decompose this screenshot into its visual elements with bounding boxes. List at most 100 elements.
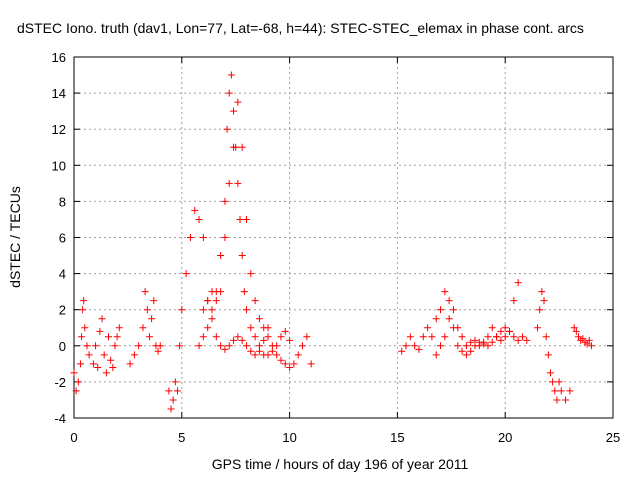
data-point <box>223 125 231 133</box>
data-point <box>208 288 216 296</box>
y-tick-label: 16 <box>52 50 66 65</box>
data-point <box>286 336 294 344</box>
data-point <box>419 333 427 341</box>
axis-ticks: 0 5 10 15 20 25 -4 -2 0 2 4 6 8 10 12 14 16 <box>52 50 621 445</box>
data-point <box>109 363 117 371</box>
data-point <box>195 342 203 350</box>
data-point <box>462 342 470 350</box>
data-point <box>488 338 496 346</box>
data-point <box>281 327 289 335</box>
data-point <box>510 333 518 341</box>
data-point <box>96 327 104 335</box>
data-point <box>583 340 591 348</box>
data-point <box>199 234 207 241</box>
data-point <box>113 333 121 341</box>
data-point <box>102 369 110 377</box>
x-tick-label: 10 <box>282 430 296 445</box>
data-point <box>518 333 526 341</box>
data-point <box>70 369 78 377</box>
data-point <box>115 324 123 332</box>
data-point <box>178 306 186 314</box>
data-point <box>286 363 294 371</box>
data-point <box>212 297 220 305</box>
data-point <box>191 206 199 214</box>
data-point <box>268 342 276 350</box>
y-tick-label: 10 <box>52 158 66 173</box>
series-arc-j <box>570 324 595 350</box>
data-point <box>176 342 184 350</box>
data-point <box>230 107 238 115</box>
y-tick-label: 0 <box>59 339 66 354</box>
series-arc-h <box>432 315 522 359</box>
data-point <box>501 324 509 332</box>
data-point <box>432 315 440 323</box>
data-point <box>575 333 583 341</box>
y-tick-label: -4 <box>54 411 66 426</box>
y-tick-label: 4 <box>59 267 66 282</box>
x-tick-label: 15 <box>390 430 404 445</box>
data-point <box>154 347 162 355</box>
data-point <box>540 297 548 305</box>
data-point <box>81 324 89 332</box>
data-point <box>150 297 158 305</box>
data-point <box>182 270 190 278</box>
x-tick-label: 25 <box>606 430 620 445</box>
data-point <box>195 215 203 223</box>
data-point <box>501 333 509 341</box>
y-tick-label: 12 <box>52 122 66 137</box>
y-axis-title: dSTEC / TECUs <box>7 186 23 288</box>
data-point <box>585 336 593 344</box>
data-point <box>111 342 119 350</box>
data-point <box>553 396 561 404</box>
data-point <box>471 342 479 350</box>
data-point <box>536 306 544 314</box>
data-point <box>542 333 550 341</box>
data-point <box>475 338 483 346</box>
y-tick-label: 14 <box>52 86 66 101</box>
x-axis-title: GPS time / hours of day 196 of year 2011 <box>212 456 469 472</box>
data-point <box>217 252 225 260</box>
data-point <box>294 351 302 359</box>
data-point <box>546 369 554 377</box>
data-point <box>523 336 531 344</box>
grid-lines <box>74 57 613 418</box>
data-point <box>514 336 522 344</box>
data-point <box>406 333 414 341</box>
data-point <box>221 234 229 241</box>
data-point <box>255 315 263 323</box>
data-point <box>217 288 225 296</box>
data-point <box>242 342 250 350</box>
data-point <box>234 98 242 106</box>
data-point <box>94 363 102 371</box>
data-point <box>247 324 255 332</box>
data-point <box>76 360 84 368</box>
data-point <box>130 351 138 359</box>
data-point <box>557 387 565 395</box>
data-point <box>204 324 212 332</box>
data-point <box>169 396 177 404</box>
data-point <box>566 387 574 395</box>
data-point <box>441 288 449 296</box>
data-point <box>458 333 466 341</box>
data-point <box>238 252 246 260</box>
data-point <box>100 351 108 359</box>
chart-title: dSTEC Iono. truth (dav1, Lon=77, Lat=-68… <box>17 20 584 36</box>
data-point <box>165 387 173 395</box>
data-point <box>234 333 242 341</box>
data-point <box>221 197 229 205</box>
data-point <box>428 333 436 341</box>
data-point <box>230 336 238 344</box>
data-point <box>225 89 233 97</box>
data-point <box>497 327 505 335</box>
data-point <box>449 324 457 332</box>
data-point <box>277 356 285 364</box>
data-point <box>143 306 151 314</box>
data-point <box>549 378 557 386</box>
data-point <box>445 297 453 305</box>
data-point <box>74 378 82 386</box>
data-point <box>126 360 134 368</box>
x-tick-label: 20 <box>498 430 512 445</box>
data-point <box>225 342 233 350</box>
data-point <box>484 333 492 341</box>
